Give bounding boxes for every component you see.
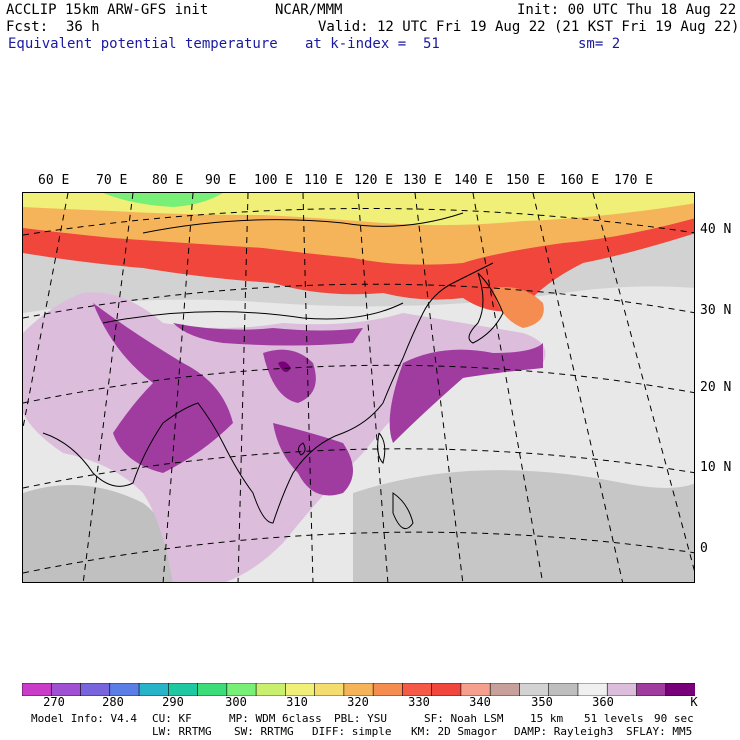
colorbar-swatch [372, 682, 404, 697]
lon-label: 110 E [304, 173, 344, 188]
tibet-band [173, 323, 363, 346]
lon-label: 120 E [354, 173, 394, 188]
colorbar-label: 330 [408, 695, 430, 709]
lon-label: 140 E [454, 173, 494, 188]
colorbar-label: 280 [102, 695, 124, 709]
meridian-line [532, 193, 624, 582]
philippines-coastline [392, 492, 414, 530]
valid-time: Valid: 12 UTC Fri 19 Aug 22 (21 KST Fri … [318, 19, 740, 35]
coastlines [42, 212, 504, 530]
colorbar-swatch [636, 682, 667, 697]
lon-label: 80 E [152, 173, 184, 188]
lon-label: 170 E [614, 173, 654, 188]
colorbar-label: 340 [469, 695, 491, 709]
lat-label: 40 N [700, 222, 732, 237]
lon-label: 150 E [506, 173, 546, 188]
forecast-label: Fcst: [6, 19, 49, 35]
colorbar-label: 290 [162, 695, 184, 709]
model-info-damp: DAMP: Rayleigh3 [514, 725, 614, 738]
model-info-km: KM: 2D Smagor [411, 725, 498, 738]
init-time: Init: 00 UTC Thu 18 Aug 22 [517, 2, 737, 18]
model-info-resolution: 15 km [530, 712, 564, 725]
meridian-line [472, 193, 544, 582]
colorbar [21, 681, 696, 697]
forecast-hours: 36 h [66, 19, 100, 35]
lon-label: 130 E [403, 173, 443, 188]
model-info-pbl: PBL: YSU [334, 712, 387, 725]
model-info-diff: DIFF: simple [312, 725, 392, 738]
map-grid [23, 193, 694, 582]
model-info-lw: LW: RRTMG [152, 725, 212, 738]
colorbar-swatch [314, 682, 345, 697]
colorbar-swatches [21, 682, 696, 697]
lon-label: 90 E [205, 173, 237, 188]
colorbar-swatch [548, 682, 579, 697]
colorbar-swatch [197, 682, 228, 697]
colorbar-label: 350 [531, 695, 553, 709]
ocean-grey-fill [353, 470, 694, 582]
colorbar-unit: K [690, 695, 698, 709]
south-china-sea-core [273, 423, 353, 496]
hainan-coastline [297, 442, 306, 456]
parallel-line [23, 531, 694, 574]
model-info-cu: CU: KF [152, 712, 192, 725]
model-title: ACCLIP 15km ARW-GFS init [6, 2, 209, 18]
model-info-sw: SW: RRTMG [234, 725, 294, 738]
colorbar-label: 360 [592, 695, 614, 709]
model-info-timestep: 90 sec [654, 712, 694, 725]
meridian-line [592, 193, 694, 572]
india-monsoon-core [93, 303, 233, 473]
model-info-levels: 51 levels [584, 712, 644, 725]
lat-label: 20 N [700, 380, 732, 395]
colorbar-swatch [431, 682, 462, 697]
border-line [102, 302, 404, 324]
japan-sea-patch [493, 287, 544, 328]
lat-label: 0 [700, 541, 708, 556]
colorbar-label: 270 [43, 695, 65, 709]
meridian-line [23, 193, 69, 431]
ocean-grey-fill [23, 485, 175, 582]
deep-purple-spot [278, 361, 291, 372]
colorbar-swatch [255, 682, 287, 697]
lon-label: 100 E [254, 173, 294, 188]
lon-label: 60 E [38, 173, 70, 188]
taiwan-coastline [377, 432, 386, 464]
colorbar-label: 310 [286, 695, 308, 709]
model-info-mp: MP: WDM 6class [229, 712, 322, 725]
lon-label: 160 E [560, 173, 600, 188]
level-index: at k-index = 51 [305, 36, 440, 52]
border-line [142, 212, 464, 234]
model-info-sf: SF: Noah LSM [424, 712, 504, 725]
asia-coastline [42, 262, 494, 524]
colorbar-label: 300 [225, 695, 247, 709]
sichuan-core [263, 349, 316, 403]
field-name: Equivalent potential temperature [8, 36, 278, 52]
institution-label: NCAR/MMM [275, 2, 343, 18]
japan-coastline [468, 272, 504, 344]
model-info-sflay: SFLAY: MM5 [626, 725, 693, 738]
colorbar-label: 320 [347, 695, 369, 709]
lat-label: 10 N [700, 460, 732, 475]
lon-label: 70 E [96, 173, 128, 188]
model-info-version: Model Info: V4.4 [31, 712, 137, 725]
smoothing-value: sm= 2 [578, 36, 621, 52]
map-panel [22, 192, 695, 583]
lat-label: 30 N [700, 303, 732, 318]
theta-e-field [23, 193, 694, 582]
colorbar-swatch [489, 682, 521, 697]
